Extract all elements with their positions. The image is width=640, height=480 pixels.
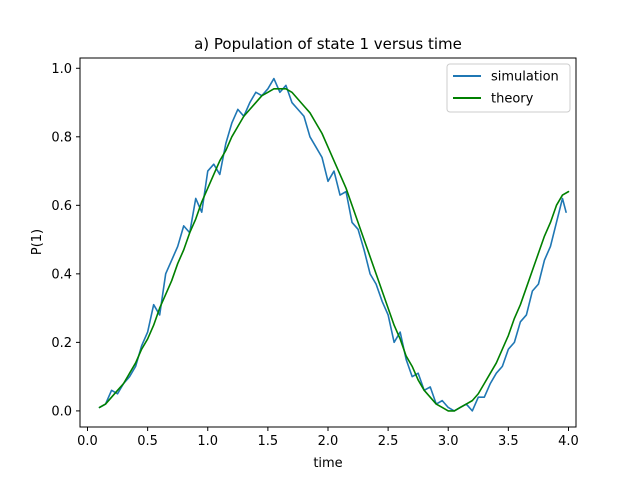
- y-tick-label: 1.0: [51, 62, 72, 77]
- y-axis-label: P(1): [30, 229, 45, 255]
- x-tick-label: 3.0: [438, 434, 459, 449]
- x-tick-label: 2.0: [318, 434, 339, 449]
- x-tick-label: 0.0: [77, 434, 98, 449]
- legend: simulation theory: [446, 63, 571, 113]
- x-tick-label: 1.5: [258, 434, 279, 449]
- x-axis: 0.0 0.5 1.0 1.5 2.0 2.5 3.0 3.5 4.0: [77, 427, 579, 449]
- x-axis-label: time: [313, 456, 342, 471]
- x-tick-label: 3.5: [498, 434, 519, 449]
- y-tick-label: 0.0: [51, 404, 72, 419]
- x-tick-label: 4.0: [558, 434, 579, 449]
- y-tick-label: 0.2: [51, 336, 72, 351]
- legend-label-simulation: simulation: [491, 70, 559, 85]
- series-line-simulation: [98, 77, 567, 412]
- x-tick-label: 1.0: [197, 434, 218, 449]
- y-tick-label: 0.4: [51, 267, 72, 282]
- chart-title: a) Population of state 1 versus time: [194, 35, 462, 53]
- y-tick-label: 0.6: [51, 199, 72, 214]
- x-tick-label: 0.5: [137, 434, 158, 449]
- legend-label-theory: theory: [491, 92, 534, 107]
- series-line-theory: [98, 88, 570, 412]
- x-tick-label: 2.5: [378, 434, 399, 449]
- series-layer: [98, 77, 570, 412]
- y-tick-label: 0.8: [51, 130, 72, 145]
- y-axis: 0.0 0.2 0.4 0.6 0.8 1.0: [51, 62, 80, 419]
